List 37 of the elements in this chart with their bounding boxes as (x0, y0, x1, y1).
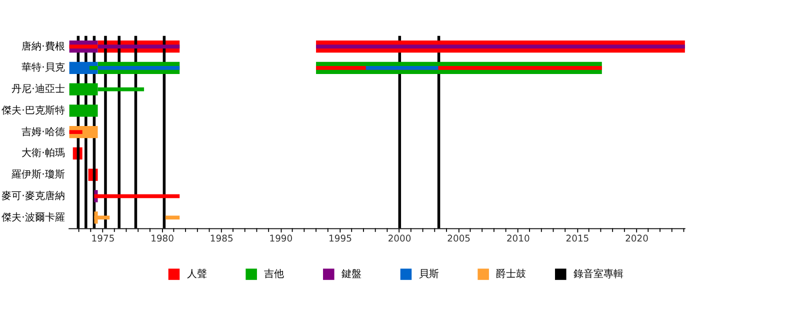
bar (89, 66, 98, 70)
y-tick-label: 傑夫·巴克斯特 (2, 104, 65, 116)
x-tick-label: 2005 (447, 234, 471, 245)
bar (69, 104, 98, 117)
bar (94, 194, 180, 198)
x-tick-label: 1975 (91, 234, 115, 245)
y-tick-label: 吉姆·哈德 (22, 126, 65, 138)
bar (98, 66, 180, 70)
bar (69, 44, 98, 48)
x-tick-label: 1990 (269, 234, 293, 245)
y-tick-label: 麥可·麥克唐納 (2, 190, 65, 202)
y-tick-label: 羅伊斯·瓊斯 (12, 168, 65, 181)
bar (94, 216, 110, 220)
legend-label: 鍵盤 (342, 268, 362, 280)
x-tick-label: 1980 (150, 234, 174, 245)
y-tick-label: 大衛·帕瑪 (22, 147, 65, 160)
legend-label: 人聲 (186, 268, 207, 280)
x-tick-label: 2015 (566, 234, 590, 245)
x-tick-label: 2010 (506, 234, 530, 245)
y-tick-label: 丹尼·迪亞士 (12, 83, 65, 96)
bar (165, 216, 180, 220)
y-tick-label: 華特·貝克 (22, 62, 65, 74)
x-tick-label: 1985 (210, 234, 234, 245)
bar (69, 62, 98, 74)
legend-label: 吉他 (264, 268, 284, 280)
bar (366, 66, 438, 70)
x-tick-label: 2000 (388, 234, 412, 245)
legend-label: 爵士鼓 (496, 268, 526, 280)
x-tick-label: 1995 (328, 234, 352, 245)
bar (316, 44, 685, 48)
bar (69, 130, 82, 134)
legend-label: 貝斯 (418, 268, 439, 280)
x-tick-label: 2020 (625, 234, 649, 245)
y-tick-label: 傑夫·波爾卡羅 (2, 211, 65, 224)
y-tick-label: 唐納·費根 (22, 40, 65, 52)
bar (98, 44, 180, 48)
legend-label: 錄音室專輯 (574, 268, 624, 280)
